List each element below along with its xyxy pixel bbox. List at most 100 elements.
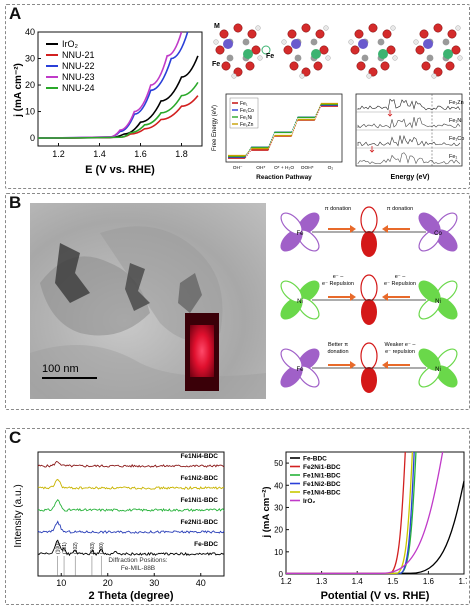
interaction-label: π donation [387,206,413,212]
carbon-atom [426,54,434,62]
interaction-label: π donation [325,206,351,212]
p-orbital-lower [361,231,377,257]
hydrogen-atom [431,73,437,79]
oxygen-atom [421,61,431,71]
panel-a [5,4,470,189]
oxygen-atom [382,29,392,39]
step-label: O₂ [328,165,334,171]
oxygen-atom [451,45,461,55]
peak-arrow [369,146,375,153]
x-tick-label: 1.7 [458,577,467,586]
interaction-label: e⁻ – [395,274,406,280]
interaction-label: e⁻ repulsion [385,349,415,355]
xrd-pattern-Fe-BDC [37,539,225,557]
arrow-left [328,293,356,301]
free-energy-xlabel: Reaction Pathway [256,174,312,181]
y-tick-label: 20 [274,526,283,535]
xrd-pattern-Fe1Ni2-BDC [37,478,225,490]
tem-dark-flake-2 [125,263,150,311]
metal-label: Ni [297,299,303,305]
oxygen-atom [219,29,229,39]
dos-curve [357,98,461,111]
y-tick-label: 0 [279,570,284,579]
interaction-label: e⁻ Repulsion [322,281,354,287]
oxygen-atom [445,61,455,71]
y-tick-label: 10 [25,107,35,117]
atom-label-fe: Fe [212,61,220,68]
interaction-label: Weaker e⁻ – [385,342,417,348]
legend-label: Fe₁Co [240,108,254,114]
hydrogen-atom [455,25,461,31]
energy-connector [291,117,298,133]
oxygen-atom [315,29,325,39]
tem-dark-flake-3 [178,273,202,313]
series-line-Fe1Ni4-BDC [286,451,414,574]
oxygen-atom [215,45,225,55]
energy-connector [291,119,298,136]
structure-model [281,23,331,79]
interaction-label: Better π [328,342,348,348]
oxygen-atom [350,45,360,55]
plot-frame [37,31,203,147]
active-site-marker [261,45,271,55]
metal-atom [291,39,301,49]
oxygen-atom [380,61,390,71]
dos-plot: Fe₁Zn Fe₁Ni Fe₁Co Fe₁ Energy (eV) [355,93,464,181]
legend-label: Fe-BDC [303,456,327,463]
dos-curve [357,117,461,129]
hydrogen-atom [413,39,419,45]
hydrogen-atom [457,55,463,61]
fe-atom [243,49,253,59]
d-orbital-lobe [280,348,303,371]
series-label: Fe1Ni1-BDC [180,497,218,504]
interaction-label: e⁻ Repulsion [384,281,416,287]
luminescent-vial [185,313,219,391]
p-orbital-upper [360,206,378,234]
oxygen-atom [287,29,297,39]
xrd-pattern-Fe1Ni1-BDC [37,499,225,513]
series-label: Fe-BDC [194,541,218,548]
dos-label: Fe₁Ni [449,118,462,124]
xrd-annotation: Fe-MIL-88B [121,565,155,572]
carbon-atom [294,54,302,62]
carbon-atom [377,38,385,46]
lsv-chart-c: 1.2 1.3 1.4 1.5 1.6 1.7 0 10 20 30 40 50 Fe-BDCFe2N… [262,451,467,602]
series-line-NNU-24 [37,81,199,139]
hydrogen-atom [255,25,261,31]
panel-c-label: C [9,428,22,447]
metal-atom [358,39,368,49]
series-label: Fe2Ni1-BDC [180,519,218,526]
legend-label: IrO₂ [62,39,78,49]
d-orbital-lobe [280,280,303,303]
energy-connector [244,148,252,156]
x-axis-label: 2 Theta (degree) [89,590,174,602]
oxygen-atom [319,45,329,55]
oxygen-atom [233,67,243,77]
structure-model [213,23,271,79]
xrd-pattern-Fe2Ni1-BDC [37,520,225,534]
oxygen-atom [433,23,443,33]
free-energy-ylabel: Free Energy (eV) [212,105,218,151]
oxygen-atom [233,23,243,33]
scale-bar-label: 100 nm [42,363,79,375]
oxygen-atom [313,61,323,71]
y-axis-label: Intensity (a.u.) [13,484,24,547]
legend-label: Fe₁Ni [240,115,252,121]
oxygen-atom [221,61,231,71]
d-orbital-lobe [418,212,441,235]
x-tick-label: 20 [103,578,113,588]
atom-label-fe-2: Fe [266,53,274,60]
series-line-Fe-BDC [286,480,465,574]
legend-label: NNU-23 [62,72,95,82]
panel-c [5,428,470,605]
legend-label: Fe₁Zn [240,122,254,128]
hydrogen-atom [299,73,305,79]
legend-label: Fe1Ni4-BDC [303,490,341,497]
step-label: OH* [256,165,265,171]
x-tick-label: 1.2 [52,149,65,159]
oxygen-atom [251,45,261,55]
metal-label: Ni [435,299,441,305]
hydrogen-atom [231,73,237,79]
carbon-atom [242,38,250,46]
x-tick-label: 1.6 [423,577,435,586]
